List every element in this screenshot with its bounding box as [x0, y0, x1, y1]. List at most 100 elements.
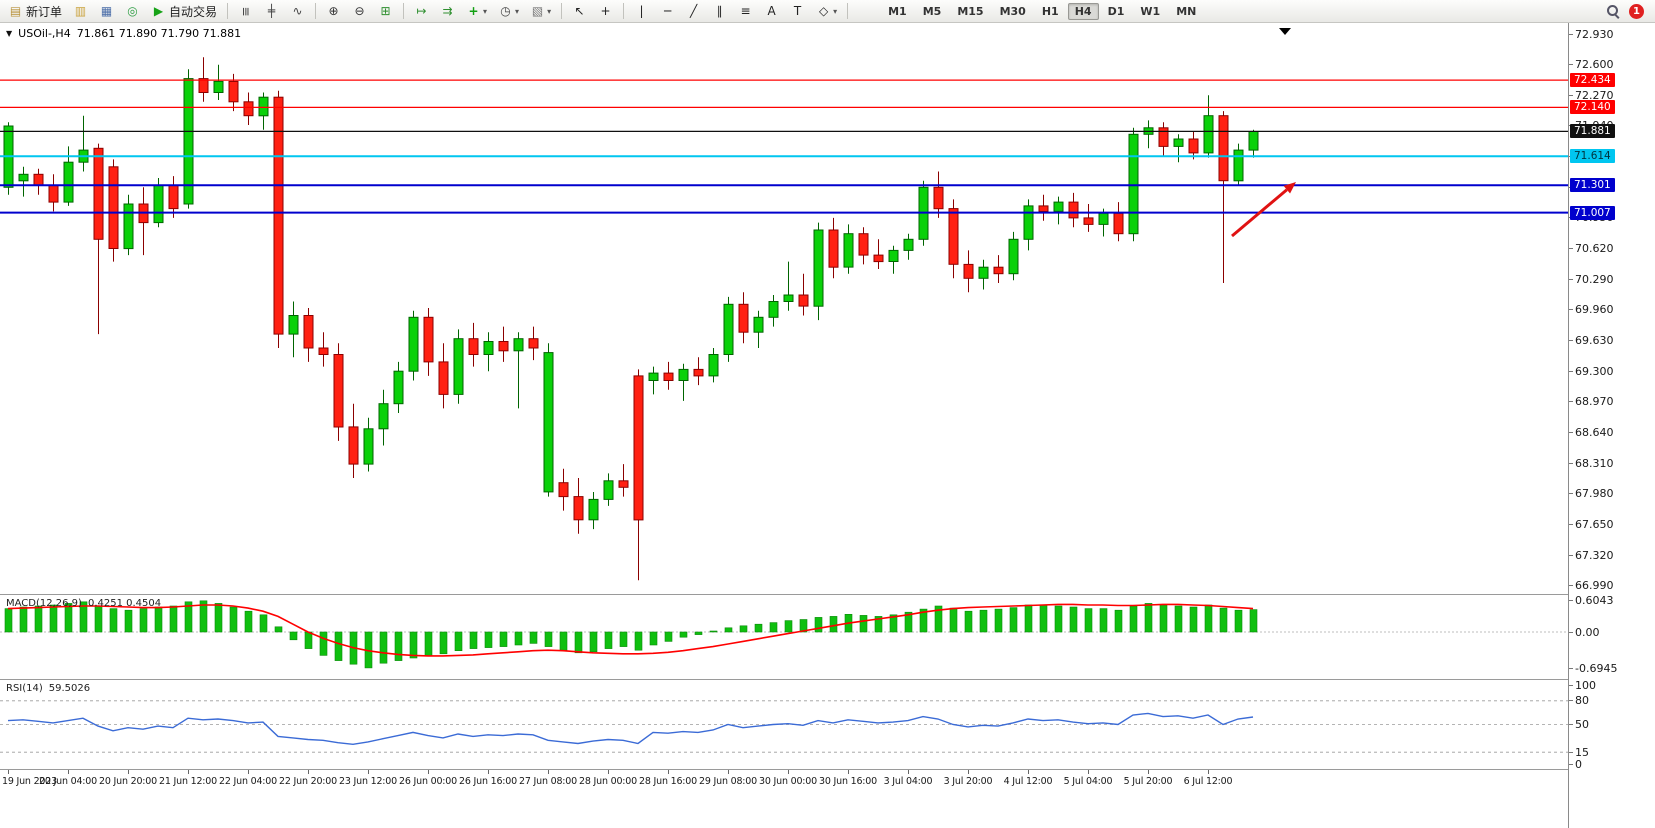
zoom-out-button[interactable]: ⊖	[347, 1, 372, 22]
auto-scroll-button[interactable]: ↦	[409, 1, 434, 22]
new-order-icon: ▤	[9, 3, 22, 18]
time-axis-label: 22 Jun 20:00	[279, 776, 337, 787]
price-axis-tick	[1569, 340, 1573, 342]
text-label-button[interactable]: T	[785, 1, 810, 22]
cursor-button[interactable]: ↖	[567, 1, 592, 22]
channel-icon: ∥	[716, 3, 723, 18]
time-axis-tick	[548, 770, 549, 774]
pane-divider-main-macd[interactable]	[0, 594, 1655, 595]
arrow-annotation[interactable]	[1231, 188, 1288, 238]
dropdown-caret-icon: ▾	[483, 6, 488, 16]
periods-button[interactable]: ◷ ▾	[493, 1, 524, 22]
search-icon[interactable]	[1606, 4, 1621, 19]
rsi-name: RSI(14)	[6, 683, 43, 694]
time-axis-tick	[488, 770, 489, 774]
new-order-button-label: 新订单	[26, 4, 63, 19]
price-axis-tick	[1569, 432, 1573, 434]
chart-shift-marker-icon[interactable]	[1279, 28, 1291, 35]
zoom-in-button[interactable]: ⊕	[321, 1, 346, 22]
price-axis-label: 67.980	[1575, 487, 1614, 501]
price-axis-label: 69.630	[1575, 334, 1614, 348]
notification-badge[interactable]: 1	[1629, 3, 1644, 19]
time-axis-tick	[428, 770, 429, 774]
timeframe-mn[interactable]: MN	[1176, 4, 1197, 18]
zoom-in-icon: ⊕	[328, 3, 339, 18]
time-axis-tick	[968, 770, 969, 774]
time-axis-label: 5 Jul 04:00	[1063, 776, 1113, 787]
rsi-indicator-pane[interactable]	[0, 680, 1568, 769]
pane-divider-rsi-time[interactable]	[0, 769, 1655, 770]
price-badge-72.140: 72.140	[1570, 100, 1615, 115]
fibonacci-button[interactable]: ≡	[733, 1, 758, 22]
shapes-icon: ◇	[818, 3, 829, 18]
text-button[interactable]: A	[759, 1, 784, 22]
line-chart-type-button[interactable]: ∿	[285, 1, 310, 22]
timeframe-h1[interactable]: H1	[1041, 4, 1059, 18]
autotrading-button-label: 自动交易	[169, 4, 218, 19]
price-axis-label: 68.640	[1575, 426, 1614, 440]
timeframe-d1[interactable]: D1	[1107, 4, 1125, 18]
macd-values: 0.4251 0.4504	[87, 598, 162, 609]
chart-shift-button[interactable]: ⇉	[435, 1, 460, 22]
rsi-axis-label: 0	[1575, 757, 1582, 771]
crosshair-icon: +	[600, 3, 611, 18]
macd-indicator-pane[interactable]	[0, 595, 1568, 679]
toolbar-separator	[561, 3, 563, 19]
crosshair-button[interactable]: +	[593, 1, 618, 22]
rsi-label: RSI(14) 59.5026	[6, 683, 90, 694]
price-axis-label: 68.970	[1575, 395, 1614, 409]
price-axis-label: 70.290	[1575, 272, 1614, 286]
timeframe-m15[interactable]: M15	[957, 4, 984, 18]
arrows-button[interactable]: ◇ ▾	[811, 1, 842, 22]
time-axis-tick	[8, 770, 9, 774]
timeframe-m30[interactable]: M30	[999, 4, 1026, 18]
new-order-button[interactable]: ▤ 新订单	[3, 1, 67, 22]
timeframe-m1[interactable]: M1	[888, 4, 907, 18]
horizontal-lines[interactable]	[0, 79, 1568, 214]
chart-window-button[interactable]: ▥	[68, 1, 93, 22]
pane-divider-macd-rsi[interactable]	[0, 679, 1655, 680]
horizontal-line-button[interactable]: ─	[655, 1, 680, 22]
candlestick-chart-type-button[interactable]: ╪	[259, 1, 284, 22]
time-axis: 19 Jun 2023 20 Jun 04:00 20 Jun 20:00 21 Ju…	[0, 770, 1568, 828]
macd-axis-label: -0.6945	[1575, 661, 1618, 675]
trendline-button[interactable]: ╱	[681, 1, 706, 22]
indicators-button[interactable]: + ▾	[461, 1, 492, 22]
price-axis-label: 69.960	[1575, 303, 1614, 317]
vertical-line-button[interactable]: |	[629, 1, 654, 22]
time-axis-label: 20 Jun 20:00	[99, 776, 157, 787]
bar-chart-type-button[interactable]: ≡	[233, 1, 258, 22]
chart-title: ▼ USOil-,H4 71.861 71.890 71.790 71.881	[6, 27, 241, 40]
price-axis-tick	[1569, 585, 1573, 587]
price-axis-tick	[1569, 64, 1573, 66]
price-badge-71.007: 71.007	[1570, 205, 1615, 220]
timeframe-w1[interactable]: W1	[1140, 4, 1161, 18]
macd-label: MACD(12,26,9) 0.4251 0.4504	[6, 598, 161, 609]
time-axis-tick	[908, 770, 909, 774]
candlestick-icon: ╪	[267, 3, 276, 18]
timeframe-h4[interactable]: H4	[1067, 2, 1099, 20]
chart-shift-icon: ⇉	[442, 3, 453, 18]
profiles-button[interactable]: ▦	[94, 1, 119, 22]
macd-axis-tick	[1569, 667, 1573, 669]
templates-button[interactable]: ▧ ▾	[525, 1, 556, 22]
refresh-button[interactable]: ◎	[120, 1, 145, 22]
time-axis-tick	[308, 770, 309, 774]
time-axis-label: 23 Jun 12:00	[339, 776, 397, 787]
time-axis-label: 26 Jun 16:00	[459, 776, 517, 787]
timeframe-m5[interactable]: M5	[922, 4, 942, 18]
price-axis-tick	[1569, 33, 1573, 35]
price-axis: 72.93072.60072.27071.94071.61071.28070.9…	[1568, 23, 1655, 828]
main-chart-pane[interactable]	[0, 23, 1568, 594]
time-axis-label: 4 Jul 12:00	[1003, 776, 1053, 787]
autotrading-button[interactable]: ▶ 自动交易	[146, 1, 222, 22]
clock-icon: ◷	[500, 3, 511, 18]
toolbar-separator	[227, 3, 229, 19]
tile-windows-button[interactable]: ⊞	[373, 1, 398, 22]
equidistant-channel-button[interactable]: ∥	[707, 1, 732, 22]
time-axis-tick	[1148, 770, 1149, 774]
price-axis-label: 67.320	[1575, 548, 1614, 562]
price-axis-label: 68.310	[1575, 456, 1614, 470]
one-click-trading-icon[interactable]: ▼	[6, 29, 13, 38]
price-axis-label: 72.600	[1575, 58, 1614, 72]
